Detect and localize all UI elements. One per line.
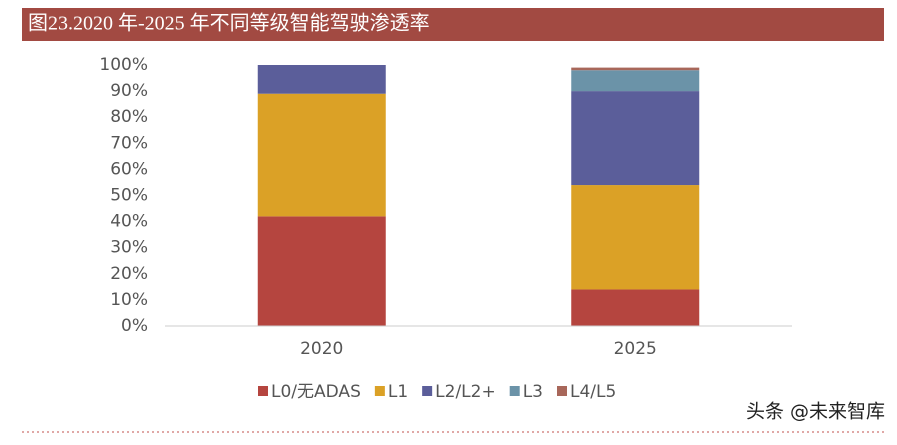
y-tick-label: 60% (110, 159, 148, 179)
y-tick-label: 50% (110, 186, 148, 206)
bar-segment (571, 185, 700, 290)
x-tick-label: 2025 (614, 339, 657, 359)
legend-label: L4/L5 (570, 382, 616, 402)
y-tick-label: 100% (99, 55, 148, 75)
y-tick-label: 0% (121, 316, 148, 336)
bar-segment (571, 289, 700, 326)
legend-label: L1 (388, 382, 408, 402)
legend-label: L3 (523, 382, 543, 402)
legend-label: L2/L2+ (435, 382, 496, 402)
y-tick-label: 70% (110, 133, 148, 153)
watermark: 头条 @未来智库 (746, 401, 885, 423)
bar-segment (571, 70, 700, 92)
bar-segment (571, 67, 700, 71)
legend-swatch (374, 386, 385, 396)
y-tick-label: 20% (110, 264, 148, 284)
legend-swatch (422, 386, 433, 396)
legend-swatch (509, 386, 520, 396)
bar-segment (257, 93, 386, 217)
y-tick-label: 30% (110, 238, 148, 258)
legend-swatch (258, 386, 268, 396)
y-tick-label: 10% (110, 290, 148, 310)
bar-segment (257, 65, 386, 94)
y-tick-label: 80% (110, 107, 148, 127)
y-tick-label: 90% (110, 81, 148, 101)
title-banner (22, 8, 884, 41)
legend-label: L0/无ADAS (271, 382, 361, 402)
legend-swatch (557, 386, 567, 396)
chart-title: 图23.2020 年-2025 年不同等级智能驾驶渗透率 (28, 12, 430, 35)
y-tick-label: 40% (110, 212, 148, 232)
bar-segment (571, 91, 700, 186)
x-tick-label: 2020 (300, 339, 343, 359)
bar-segment (257, 216, 386, 326)
